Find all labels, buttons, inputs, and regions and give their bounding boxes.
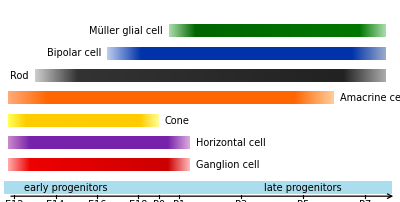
Text: Bipolar cell: Bipolar cell (46, 48, 101, 58)
Text: P5: P5 (297, 200, 309, 202)
Text: E18: E18 (129, 200, 147, 202)
Text: Ganglion cell: Ganglion cell (196, 160, 259, 170)
Text: Horizontal cell: Horizontal cell (196, 138, 266, 148)
Text: Amacrine cell: Amacrine cell (340, 93, 400, 103)
Text: E14: E14 (46, 200, 65, 202)
Text: Müller glial cell: Müller glial cell (89, 26, 163, 36)
Text: P7: P7 (359, 200, 371, 202)
Text: Rod: Rod (10, 71, 29, 81)
Text: Cone: Cone (165, 116, 190, 126)
Text: late progenitors: late progenitors (264, 183, 342, 193)
Text: E12: E12 (5, 200, 24, 202)
Text: early progenitors: early progenitors (24, 183, 108, 193)
Bar (4, 181, 392, 194)
Text: P0: P0 (153, 200, 165, 202)
Text: P1: P1 (173, 200, 186, 202)
Text: P3: P3 (235, 200, 247, 202)
Text: E16: E16 (88, 200, 106, 202)
